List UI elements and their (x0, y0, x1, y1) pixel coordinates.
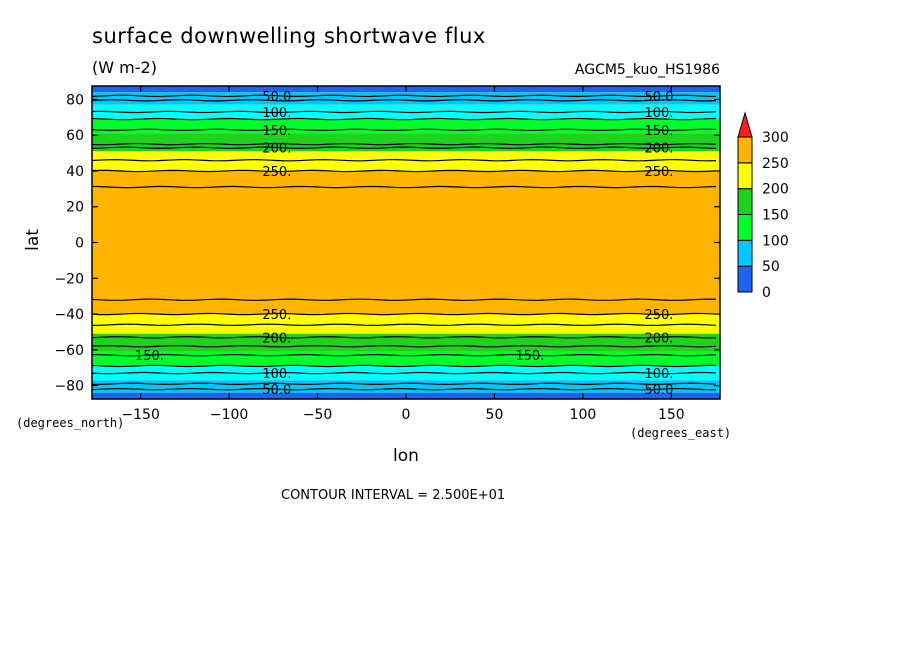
contour-label: 100. (262, 367, 291, 382)
colorbar-label: 200 (762, 182, 789, 198)
contour-line-100 (91, 110, 717, 114)
contour-label: 200. (262, 142, 291, 157)
contour-label: 250. (262, 308, 291, 323)
contour-label: 200. (262, 331, 291, 346)
contour-label: 100. (262, 106, 291, 121)
colorbar-swatch (737, 136, 753, 164)
contour-label: 50.0 (262, 90, 291, 105)
y-tick-label: 60 (66, 128, 84, 144)
chart-title: surface downwelling shortwave flux (92, 24, 486, 48)
contour-label: 150. (135, 349, 164, 364)
contour-label: 150. (515, 349, 544, 364)
colorbar-label: 100 (762, 233, 789, 249)
contour-line-125 (91, 117, 717, 121)
colorbar-label: 50 (762, 259, 780, 275)
colorbar-overflow-triangle (737, 111, 753, 138)
contour-label: 50.0 (262, 383, 291, 398)
shaded-bands (92, 86, 720, 399)
x-tick-label: 100 (570, 407, 597, 423)
x-tick-label: −50 (303, 407, 333, 423)
contour-label: 200. (644, 331, 673, 346)
contour-line-250 (91, 169, 717, 173)
colorbar-swatch (737, 214, 753, 241)
contour-line-175 (91, 142, 717, 146)
band-9 (92, 351, 720, 366)
contour-line-150 (91, 353, 717, 357)
colorbar-label: 300 (762, 130, 789, 146)
x-axis-label: lon (393, 446, 419, 466)
x-tick-label: 50 (486, 407, 504, 423)
band-11 (92, 380, 720, 393)
contour-line-225 (91, 323, 717, 326)
y-axis-label: lat (22, 229, 43, 251)
y-tick-label: 0 (75, 236, 84, 252)
colorbar-label: 150 (762, 208, 789, 224)
contour-line-50 (91, 94, 717, 98)
contour-line-250 (91, 312, 717, 316)
contour-label: 150. (262, 124, 291, 139)
contour-label: 200. (644, 142, 673, 157)
contour-label: 100. (644, 106, 673, 121)
x-unit-label: (degrees_east) (630, 426, 732, 440)
band-1 (92, 92, 720, 105)
colorbar-swatch (737, 265, 753, 293)
contour-label: 50.0 (644, 90, 673, 105)
contour-label: 50.0 (644, 383, 673, 398)
contour-line-275 (91, 298, 717, 301)
chart-units: (W m-2) (92, 58, 157, 77)
contour-label: 150. (644, 124, 673, 139)
contour-label: 250. (262, 165, 291, 180)
contour-line-100 (91, 371, 717, 375)
contour-line-75 (91, 99, 717, 102)
colorbar-swatch (737, 188, 753, 216)
chart-source: AGCM5_kuo_HS1986 (574, 62, 720, 78)
band-4 (92, 133, 720, 152)
x-tick-label: 150 (658, 407, 685, 423)
contour-line-150 (91, 128, 717, 132)
contour-line-50 (91, 387, 717, 391)
colorbar-swatch (737, 239, 753, 267)
contour-line-200 (91, 336, 717, 339)
y-tick-label: 80 (66, 92, 84, 108)
contour-line-225 (91, 159, 717, 162)
contour-interval-note: CONTOUR INTERVAL = 2.500E+01 (281, 488, 506, 503)
y-tick-label: 40 (66, 164, 84, 180)
y-tick-label: −60 (54, 343, 84, 359)
x-tick-label: 0 (402, 407, 411, 423)
contour-line-200 (91, 146, 717, 149)
contour-label: 100. (644, 367, 673, 382)
colorbar-swatch (737, 162, 753, 190)
x-tick-label: −100 (210, 407, 248, 423)
band-6 (92, 170, 720, 315)
colorbar-label: 0 (762, 285, 771, 301)
y-tick-label: 20 (66, 200, 84, 216)
contour-line-125 (91, 364, 717, 368)
y-tick-label: −40 (54, 307, 84, 323)
y-tick-label: −20 (54, 271, 84, 287)
contour-label: 250. (644, 165, 673, 180)
contour-line-75 (91, 382, 717, 386)
y-tick-label: −80 (54, 379, 84, 395)
contour-label: 250. (644, 308, 673, 323)
contour-line-275 (91, 185, 717, 189)
band-5 (92, 151, 720, 171)
band-3 (92, 119, 720, 134)
colorbar: 0 50 100 150 200 250 300 (737, 111, 789, 301)
y-unit-label: (degrees_north) (16, 416, 125, 430)
contour-line-175 (91, 345, 717, 348)
x-tick-label: −150 (121, 407, 159, 423)
axes: −150 −100 −50 0 50 100 150 −80 −60 −40 −20 0 20 40 60 8… (54, 86, 720, 423)
colorbar-label: 250 (762, 156, 789, 172)
